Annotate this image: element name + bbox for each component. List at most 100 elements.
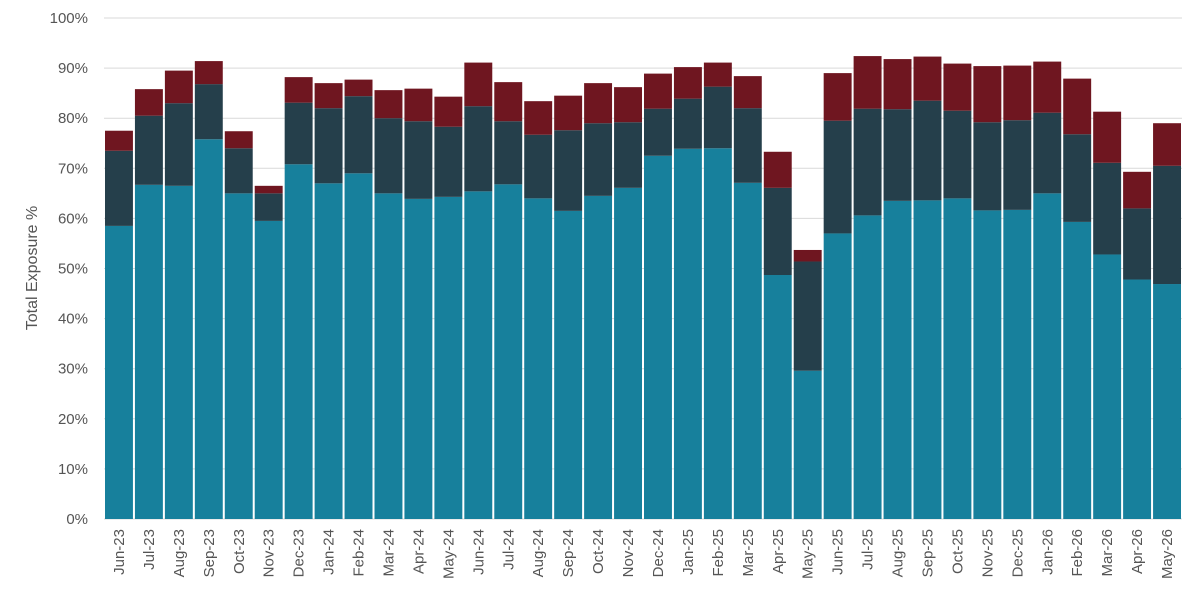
- bar-segment-1: [703, 148, 732, 519]
- bar-segment-2: [374, 118, 403, 194]
- bar-segment-3: [314, 83, 343, 109]
- bar-segment-2: [1153, 165, 1181, 285]
- bar-segment-2: [284, 102, 313, 165]
- x-tick-label: Mar-26: [1099, 529, 1116, 577]
- x-tick-label: Dec-24: [650, 529, 667, 577]
- bar-segment-1: [194, 139, 223, 520]
- bar-segment-2: [464, 106, 493, 192]
- x-tick-label: Mar-24: [380, 529, 397, 577]
- bar-segment-1: [1123, 279, 1152, 519]
- bar-segment-3: [823, 73, 852, 121]
- bar-segment-1: [344, 173, 373, 519]
- bar-segment-3: [1033, 61, 1062, 113]
- y-tick-label: 60%: [58, 210, 88, 227]
- bar-segment-1: [584, 195, 613, 520]
- bar-segment-2: [344, 96, 373, 174]
- bar-segment-3: [134, 89, 163, 116]
- bar-segment-3: [673, 67, 702, 99]
- bar-segment-3: [494, 82, 523, 122]
- y-tick-label: 90%: [58, 60, 88, 77]
- bar-segment-2: [194, 84, 223, 140]
- bar-segment-2: [673, 98, 702, 149]
- bar-segment-3: [973, 66, 1002, 123]
- bar-segment-2: [913, 100, 942, 201]
- x-tick-label: Jul-24: [500, 529, 517, 570]
- bar-segment-3: [224, 131, 253, 149]
- bar-segment-3: [614, 87, 642, 123]
- bars: [105, 56, 1181, 520]
- y-tick-label: 20%: [58, 411, 88, 428]
- bar-segment-1: [105, 225, 133, 520]
- bar-segment-1: [494, 184, 523, 519]
- bar-segment-2: [224, 148, 253, 194]
- bar-segment-3: [524, 101, 553, 135]
- bar-segment-2: [1123, 208, 1152, 280]
- bar-segment-1: [733, 182, 762, 519]
- x-tick-label: Feb-26: [1069, 529, 1086, 577]
- x-tick-label: Jun-23: [111, 529, 128, 575]
- bar-segment-2: [793, 261, 822, 371]
- x-tick-label: Nov-24: [620, 529, 637, 577]
- bar-segment-1: [314, 183, 343, 519]
- bar-segment-2: [494, 121, 523, 185]
- x-tick-label: Nov-25: [979, 529, 996, 577]
- bar-segment-1: [1063, 221, 1092, 519]
- bar-segment-3: [1153, 123, 1181, 166]
- bar-segment-3: [793, 249, 822, 262]
- bar-segment-2: [254, 193, 283, 221]
- bar-segment-2: [703, 86, 732, 149]
- bar-segment-2: [733, 108, 762, 183]
- bar-segment-3: [733, 76, 762, 109]
- bar-segment-3: [254, 185, 283, 194]
- bar-segment-1: [883, 200, 912, 519]
- x-tick-label: Apr-26: [1129, 529, 1146, 574]
- y-axis-title: Total Exposure %: [24, 206, 41, 331]
- bar-segment-3: [164, 70, 193, 104]
- x-tick-label: Nov-23: [261, 529, 278, 577]
- y-tick-label: 100%: [50, 10, 88, 27]
- bar-segment-1: [1003, 209, 1032, 519]
- bar-segment-2: [644, 108, 672, 156]
- bar-segment-3: [644, 73, 672, 109]
- bar-segment-1: [404, 198, 433, 520]
- bar-segment-3: [374, 90, 403, 119]
- bar-segment-2: [134, 115, 163, 185]
- bar-segment-2: [1003, 120, 1032, 210]
- x-tick-label: Oct-25: [949, 529, 966, 574]
- bar-segment-1: [644, 155, 672, 519]
- y-tick-label: 0%: [66, 511, 88, 528]
- bar-segment-1: [374, 193, 403, 519]
- bar-segment-3: [853, 56, 882, 109]
- x-tick-label: Aug-25: [890, 529, 907, 577]
- x-tick-label: Sep-25: [919, 529, 936, 577]
- bar-segment-1: [524, 198, 553, 520]
- x-tick-label: Apr-24: [410, 529, 427, 574]
- x-tick-label: Aug-24: [530, 529, 547, 577]
- y-axis-ticks: 0% 10% 20% 30% 40% 50% 60% 70% 80% 90% 100%: [50, 10, 88, 528]
- bar-segment-1: [673, 148, 702, 519]
- bar-segment-3: [1093, 111, 1122, 163]
- bar-segment-3: [943, 63, 972, 111]
- bar-segment-1: [164, 185, 193, 519]
- bar-segment-1: [554, 210, 583, 519]
- x-tick-label: May-26: [1159, 529, 1176, 579]
- bar-segment-2: [105, 150, 133, 226]
- bar-segment-1: [823, 233, 852, 519]
- x-tick-label: Mar-25: [740, 529, 757, 577]
- bar-segment-3: [1063, 78, 1092, 135]
- bar-segment-2: [404, 121, 433, 199]
- bar-segment-2: [1063, 134, 1092, 222]
- x-tick-label: Feb-25: [710, 529, 727, 577]
- bar-segment-2: [614, 122, 642, 188]
- y-tick-label: 80%: [58, 110, 88, 127]
- bar-segment-1: [464, 191, 493, 519]
- bar-segment-3: [554, 95, 583, 131]
- x-tick-label: May-25: [800, 529, 817, 579]
- y-tick-label: 70%: [58, 160, 88, 177]
- bar-segment-1: [434, 196, 463, 520]
- bar-segment-1: [1033, 193, 1062, 519]
- bar-segment-2: [973, 122, 1002, 211]
- x-tick-label: Oct-23: [231, 529, 248, 574]
- x-tick-label: May-24: [440, 529, 457, 579]
